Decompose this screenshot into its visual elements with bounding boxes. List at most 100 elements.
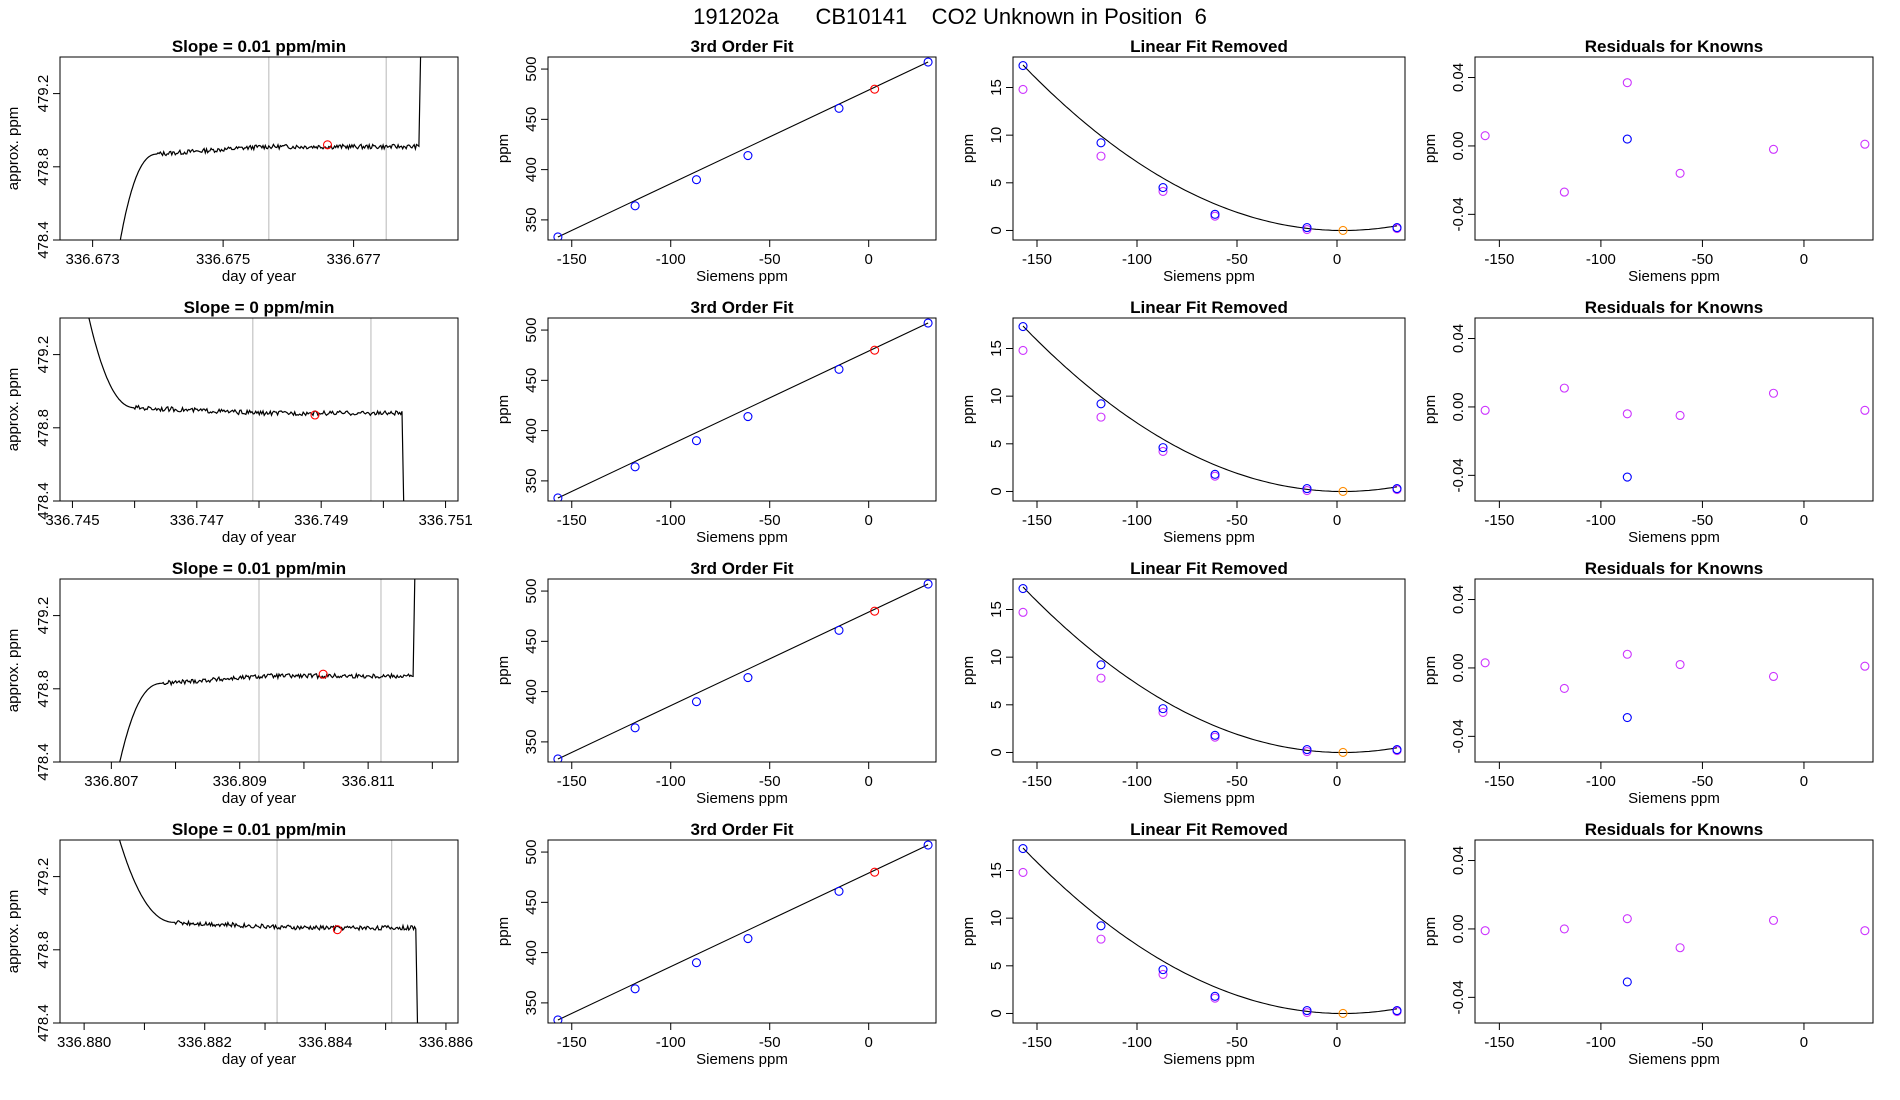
x-tick-label: -100 [656, 1034, 686, 1051]
x-tick-label: -50 [759, 512, 781, 529]
chart-panel-r0-c1: 3rd Order Fit -150 -100 -50 0 350 400 450 500 Sie… [495, 37, 937, 285]
known-point [1392, 745, 1402, 755]
known-point [743, 672, 753, 683]
known-point [1302, 223, 1312, 233]
x-tick-label: 336.673 [66, 251, 120, 268]
known-point [834, 364, 844, 374]
y-tick-label: 479.2 [35, 336, 52, 374]
known-point [553, 1015, 563, 1023]
x-tick-label: -100 [1122, 251, 1152, 268]
plot-area [553, 579, 933, 762]
known-point [1210, 469, 1220, 479]
known-point [834, 103, 844, 113]
x-tick-label: 0 [1333, 251, 1341, 268]
y-tick-label: 5 [988, 962, 1005, 970]
y-tick-label: 15 [988, 79, 1005, 96]
x-axis-label: Siemens ppm [696, 268, 788, 285]
x-tick-label: -100 [1122, 773, 1152, 790]
x-axis-label: day of year [222, 1051, 296, 1068]
y-axis-label: ppm [1422, 134, 1439, 163]
known-point [553, 232, 563, 240]
x-tick-label: -150 [1484, 512, 1514, 529]
x-tick-label: 336.751 [418, 512, 472, 529]
y-axis-label: approx. ppm [5, 107, 22, 190]
adjusted-point [1158, 446, 1168, 456]
unknown-point [1338, 225, 1348, 236]
mean-marker [318, 669, 328, 679]
chart-panel-r0-c2: Linear Fit Removed -150 -100 -50 0 0 5 10 15 Siem… [960, 37, 1406, 285]
x-tick-label: -50 [1692, 773, 1714, 790]
y-tick-label: -0.04 [1450, 197, 1467, 231]
plot-area [553, 318, 933, 501]
known-point [923, 57, 933, 67]
known-point [1392, 484, 1402, 494]
y-tick-label: 5 [988, 179, 1005, 187]
chart-title: Residuals for Knowns [1585, 559, 1764, 578]
y-tick-label: 450 [523, 107, 540, 132]
y-tick-label: 10 [988, 127, 1005, 144]
x-tick-label: -100 [1586, 1034, 1616, 1051]
chart-panel-r1-c1: 3rd Order Fit -150 -100 -50 0 350 400 450 500 Sie… [495, 298, 937, 546]
y-tick-label: 15 [988, 862, 1005, 879]
residual-point [1480, 658, 1490, 668]
x-tick-label: 336.886 [419, 1034, 473, 1051]
plot-frame [1012, 578, 1406, 763]
chart-title: Slope = 0.01 ppm/min [172, 820, 346, 839]
x-tick-label: -50 [1692, 251, 1714, 268]
residual-point [1559, 683, 1569, 694]
x-tick-label: -150 [1022, 512, 1052, 529]
y-tick-label: 0.04 [1450, 846, 1467, 875]
plot-frame [1474, 56, 1874, 241]
x-tick-label: -150 [1484, 1034, 1514, 1051]
x-axis-label: Siemens ppm [1628, 529, 1720, 546]
residual-point [1622, 409, 1632, 419]
chart-title: Slope = 0.01 ppm/min [172, 559, 346, 578]
residual-point [1559, 187, 1569, 197]
y-tick-label: 450 [523, 629, 540, 654]
unknown-point [870, 345, 880, 355]
y-tick-label: 479.2 [35, 858, 52, 896]
y-axis-label: ppm [495, 395, 512, 424]
plot-frame [547, 578, 937, 763]
adjusted-point [1018, 345, 1028, 355]
known-point [1018, 844, 1028, 854]
residual-point [1768, 388, 1779, 398]
x-axis-label: Siemens ppm [696, 529, 788, 546]
chart-panel-r1-c0: Slope = 0 ppm/min 336.745 336.747 336.749 33… [5, 298, 473, 546]
x-axis-label: Siemens ppm [1163, 790, 1255, 807]
x-tick-label: 336.677 [326, 251, 380, 268]
y-axis-label: ppm [1422, 656, 1439, 685]
y-tick-label: 400 [523, 940, 540, 965]
known-point [1622, 977, 1632, 987]
y-tick-label: 500 [523, 579, 540, 604]
y-tick-label: 478.8 [35, 670, 52, 708]
adjusted-point [1158, 186, 1168, 196]
known-point [1622, 712, 1632, 723]
x-tick-label: 0 [1800, 1034, 1808, 1051]
residual-point [1622, 78, 1632, 88]
y-tick-label: 350 [523, 207, 540, 232]
y-axis-label: ppm [495, 134, 512, 163]
plot-area [553, 57, 933, 240]
y-tick-label: 10 [988, 388, 1005, 405]
x-tick-label: -100 [1122, 1034, 1152, 1051]
adjusted-point [1302, 1007, 1312, 1018]
known-point [743, 150, 753, 161]
known-point [1302, 484, 1312, 494]
y-axis-label: ppm [495, 656, 512, 685]
adjusted-point [1302, 485, 1312, 496]
residual-point [1480, 926, 1490, 936]
x-tick-label: -50 [759, 251, 781, 268]
x-axis-label: Siemens ppm [1628, 268, 1720, 285]
y-tick-label: 478.4 [35, 482, 52, 520]
plot-area [88, 318, 405, 501]
x-tick-label: -50 [1226, 251, 1248, 268]
x-tick-label: -150 [557, 251, 587, 268]
unknown-point [1338, 747, 1348, 758]
y-tick-label: 478.8 [35, 931, 52, 969]
known-point [1392, 223, 1402, 233]
known-point [1158, 704, 1168, 714]
residual-point [1768, 144, 1779, 154]
x-tick-label: -150 [557, 773, 587, 790]
known-point [1622, 134, 1632, 144]
